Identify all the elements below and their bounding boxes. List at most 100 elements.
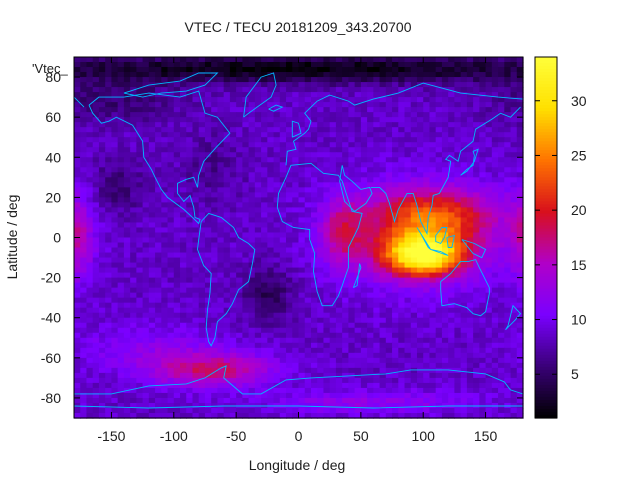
heatmap-cell <box>186 72 194 78</box>
heatmap-cell <box>423 102 431 108</box>
heatmap-cell <box>186 357 194 364</box>
heatmap-cell <box>454 312 462 319</box>
heatmap-cell <box>392 262 399 269</box>
heatmap-cell <box>354 297 362 304</box>
heatmap-cell <box>261 322 268 329</box>
heatmap-cell <box>410 317 418 324</box>
heatmap-cell <box>254 117 262 123</box>
heatmap-cell <box>454 187 462 193</box>
heatmap-cell <box>98 72 106 78</box>
heatmap-cell <box>92 267 100 274</box>
heatmap-cell <box>448 82 456 88</box>
heatmap-cell <box>123 102 131 108</box>
heatmap-cell <box>236 97 243 103</box>
heatmap-cell <box>466 367 474 374</box>
heatmap-cell <box>373 202 381 209</box>
heatmap-cell <box>367 247 374 254</box>
heatmap-cell <box>404 147 412 153</box>
heatmap-cell <box>367 342 374 349</box>
heatmap-cell <box>204 72 212 78</box>
heatmap-cell <box>142 212 150 219</box>
heatmap-cell <box>192 87 200 93</box>
heatmap-cell <box>317 272 325 279</box>
heatmap-cell <box>454 157 462 163</box>
heatmap-cell <box>504 352 512 359</box>
heatmap-cell <box>348 247 356 254</box>
heatmap-cell <box>136 382 144 389</box>
heatmap-cell <box>329 332 337 339</box>
heatmap-cell <box>223 307 231 314</box>
heatmap-cell <box>223 87 231 93</box>
heatmap-cell <box>373 77 381 83</box>
heatmap-cell <box>510 302 518 309</box>
heatmap-cell <box>466 357 474 364</box>
heatmap-cell <box>211 217 219 224</box>
heatmap-cell <box>261 397 268 404</box>
heatmap-cell <box>130 247 137 254</box>
heatmap-cell <box>504 312 512 319</box>
heatmap-cell <box>498 137 505 143</box>
heatmap-cell <box>329 357 337 364</box>
heatmap-cell <box>204 332 212 339</box>
heatmap-cell <box>335 207 343 214</box>
heatmap-cell <box>398 382 406 389</box>
heatmap-cell <box>161 87 169 93</box>
heatmap-cell <box>360 162 368 168</box>
heatmap-cell <box>254 217 262 224</box>
heatmap-cell <box>454 257 462 264</box>
heatmap-cell <box>242 222 250 229</box>
heatmap-cell <box>398 182 406 188</box>
heatmap-cell <box>323 232 331 239</box>
heatmap-cell <box>473 392 480 399</box>
heatmap-cell <box>317 362 325 369</box>
heatmap-cell <box>105 287 113 294</box>
heatmap-cell <box>479 357 487 364</box>
heatmap-cell <box>86 222 94 229</box>
heatmap-cell <box>142 342 150 349</box>
heatmap-cell <box>211 167 219 173</box>
heatmap-cell <box>460 177 468 183</box>
heatmap-cell <box>410 197 418 203</box>
heatmap-cell <box>242 307 250 314</box>
heatmap-cell <box>236 352 243 359</box>
heatmap-cell <box>317 337 325 344</box>
heatmap-cell <box>335 352 343 359</box>
heatmap-cell <box>229 247 237 254</box>
heatmap-cell <box>105 232 113 239</box>
heatmap-cell <box>223 317 231 324</box>
heatmap-cell <box>498 212 505 219</box>
heatmap-cell <box>410 302 418 309</box>
heatmap-cell <box>217 357 225 364</box>
heatmap-cell <box>398 157 406 163</box>
heatmap-cell <box>229 172 237 178</box>
heatmap-cell <box>105 262 113 269</box>
heatmap-cell <box>254 247 262 254</box>
heatmap-cell <box>123 82 131 88</box>
heatmap-cell <box>317 322 325 329</box>
heatmap-cell <box>435 307 443 314</box>
heatmap-cell <box>80 117 88 123</box>
heatmap-cell <box>74 57 81 63</box>
heatmap-cell <box>186 402 194 409</box>
heatmap-cell <box>186 112 194 118</box>
heatmap-cell <box>479 227 487 234</box>
heatmap-cell <box>441 307 449 314</box>
heatmap-cell <box>416 197 424 203</box>
heatmap-cell <box>242 372 250 379</box>
heatmap-cell <box>186 232 194 239</box>
heatmap-cell <box>161 387 169 394</box>
heatmap-cell <box>186 152 194 158</box>
heatmap-cell <box>136 327 144 334</box>
heatmap-cell <box>192 167 200 173</box>
heatmap-cell <box>92 332 100 339</box>
heatmap-cell <box>236 207 243 214</box>
heatmap-cell <box>485 322 493 329</box>
heatmap-cell <box>186 162 194 168</box>
heatmap-cell <box>192 282 200 289</box>
heatmap-cell <box>510 107 518 113</box>
heatmap-cell <box>360 102 368 108</box>
heatmap-cell <box>292 207 300 214</box>
heatmap-cell <box>273 127 281 133</box>
heatmap-cell <box>435 312 443 319</box>
heatmap-cell <box>348 292 356 299</box>
